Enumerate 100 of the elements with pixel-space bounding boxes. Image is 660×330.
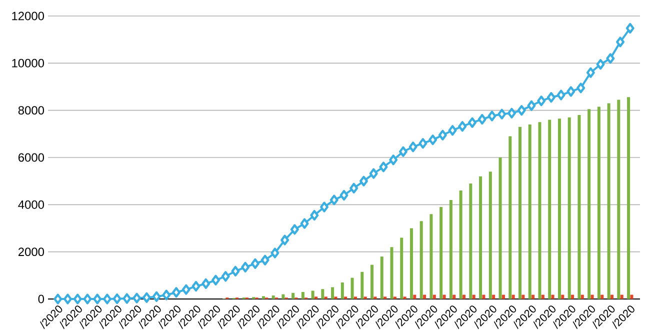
point	[162, 290, 171, 300]
bar	[600, 294, 604, 299]
bar	[410, 228, 413, 299]
point	[507, 108, 516, 118]
bar	[548, 120, 552, 299]
bar	[459, 190, 462, 299]
point	[596, 59, 605, 70]
point	[418, 138, 428, 149]
bar	[390, 247, 394, 299]
bar	[413, 294, 416, 299]
bar	[518, 126, 522, 299]
point	[102, 294, 112, 304]
point	[221, 271, 230, 282]
y-tick-label: 4000	[18, 200, 44, 209]
bar	[620, 294, 624, 299]
point	[586, 67, 595, 78]
point	[142, 292, 151, 303]
point	[202, 278, 210, 289]
bar	[370, 264, 374, 299]
point	[537, 96, 546, 106]
point	[132, 292, 142, 304]
bar	[561, 294, 564, 299]
bar	[558, 118, 561, 299]
bar	[610, 294, 614, 299]
bar	[452, 294, 456, 299]
point	[260, 254, 270, 266]
point	[211, 274, 220, 286]
bar	[578, 115, 581, 299]
bar	[350, 278, 354, 299]
bar	[462, 294, 466, 299]
bar	[607, 103, 610, 299]
bar	[597, 106, 600, 299]
bar	[580, 294, 584, 299]
bar	[479, 176, 482, 299]
bar	[420, 221, 423, 299]
point	[241, 262, 250, 272]
point	[468, 117, 477, 128]
bar	[488, 172, 492, 299]
bar	[568, 117, 571, 299]
point	[280, 234, 290, 246]
bar	[469, 183, 472, 299]
bar	[627, 97, 630, 299]
bar	[512, 294, 515, 299]
bar	[588, 109, 591, 299]
bar	[541, 294, 544, 299]
point	[182, 284, 190, 295]
bar	[301, 292, 304, 299]
bar	[311, 290, 314, 299]
bar	[492, 294, 496, 299]
bar	[532, 294, 535, 299]
bar	[321, 289, 324, 299]
y-tick-label: 8000	[18, 106, 44, 115]
bar	[617, 100, 620, 299]
point	[527, 100, 536, 111]
bar	[449, 200, 452, 299]
point	[54, 294, 62, 304]
bar	[502, 294, 505, 299]
point	[290, 224, 299, 235]
point	[172, 287, 181, 298]
point	[320, 202, 329, 212]
point	[606, 53, 615, 64]
point	[350, 182, 358, 194]
point	[438, 130, 447, 140]
point	[379, 162, 388, 172]
point	[112, 293, 122, 304]
point	[330, 194, 338, 206]
point	[498, 108, 506, 120]
y-tick-label: 6000	[18, 153, 44, 162]
bar	[571, 294, 574, 299]
point	[517, 105, 526, 116]
y-tick-label: 12000	[12, 12, 44, 20]
bar	[472, 294, 476, 299]
point	[488, 110, 496, 122]
bar	[590, 294, 594, 299]
y-tick-label: 10000	[12, 58, 44, 68]
bar	[630, 294, 634, 299]
point	[448, 125, 457, 136]
bar	[380, 256, 384, 299]
bar	[538, 122, 542, 299]
bar	[432, 294, 436, 299]
point	[63, 294, 72, 304]
point	[122, 293, 132, 304]
y-tick-label: 0	[38, 294, 44, 304]
point	[546, 92, 556, 103]
bar	[400, 238, 404, 299]
point	[231, 266, 240, 276]
point	[458, 121, 467, 132]
bar	[508, 136, 512, 299]
point	[566, 86, 576, 97]
bar	[282, 294, 285, 299]
point	[93, 294, 102, 304]
bar	[340, 282, 344, 299]
bar	[498, 158, 502, 299]
bar	[423, 294, 426, 299]
point	[626, 22, 634, 34]
point	[340, 190, 348, 201]
bar	[442, 294, 446, 299]
point	[576, 82, 586, 94]
bar	[262, 296, 265, 299]
point	[389, 154, 398, 166]
